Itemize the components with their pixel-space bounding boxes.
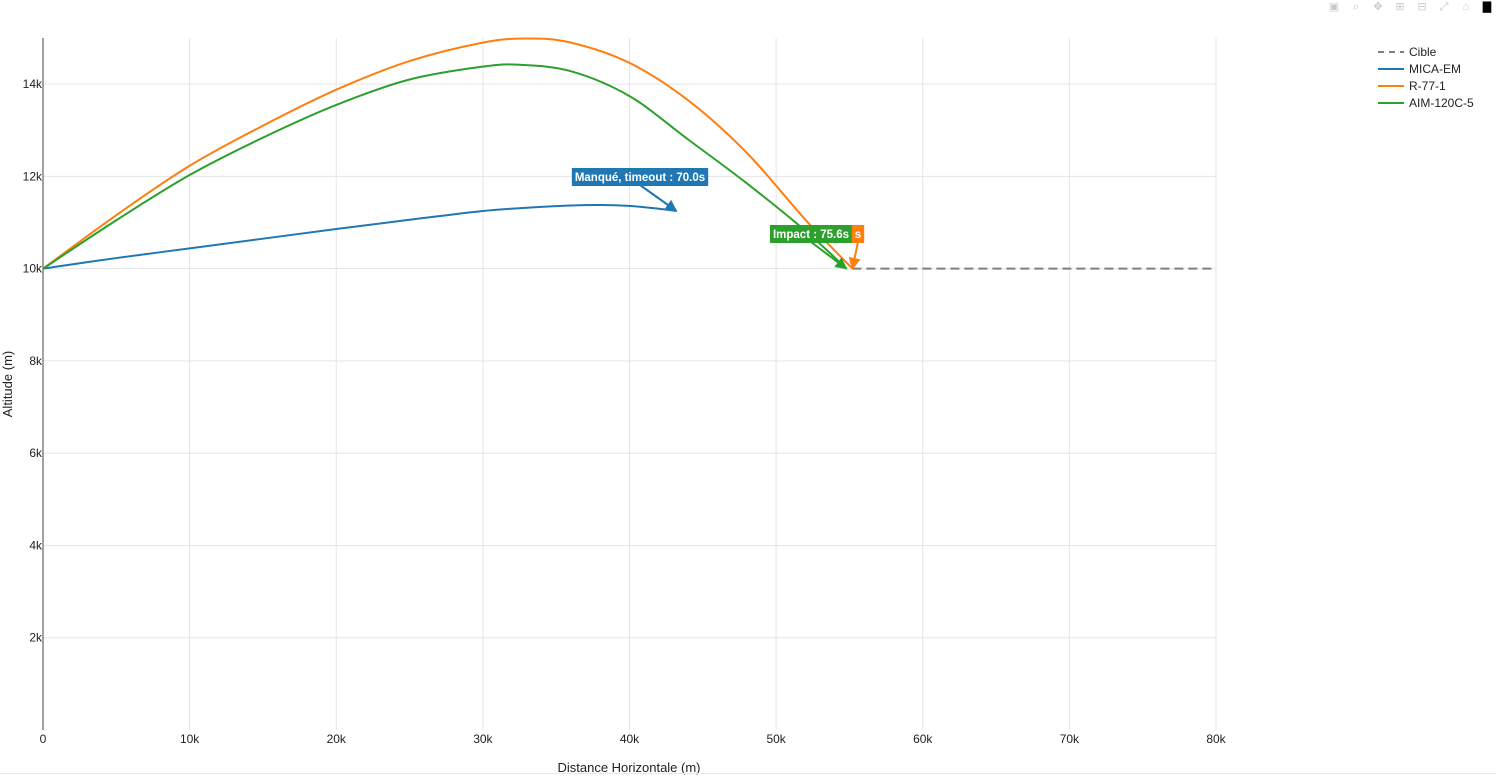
series[interactable]	[42, 37, 1216, 270]
legend[interactable]: Cible MICA-EM R-77-1 AIM-120C-5	[1378, 45, 1474, 110]
x-tick-label: 20k	[327, 732, 347, 746]
legend-item-cible[interactable]: Cible	[1378, 45, 1437, 59]
series-line-mica-em[interactable]	[42, 203, 677, 270]
annotation-box	[571, 168, 709, 186]
autoscale-icon[interactable]: ⤢	[1439, 1, 1449, 13]
annotation-r-77-1: s	[851, 225, 865, 243]
y-tick-label: 12k	[23, 169, 43, 183]
legend-label: R-77-1	[1409, 79, 1446, 93]
y-tick-label: 6k	[29, 446, 43, 460]
annotation-text: s	[855, 229, 861, 241]
annotation-arrow	[639, 184, 678, 212]
y-tick-label: 14k	[23, 77, 43, 91]
pan-icon[interactable]: ✥	[1373, 1, 1383, 13]
series-line-r-77-1[interactable]	[42, 37, 854, 270]
y-axis-title: Altitude (m)	[0, 351, 15, 417]
annotation-aim-120c-5: Impact : 75.6s	[769, 225, 853, 243]
annotation-arrow	[848, 241, 861, 270]
annotation-box	[769, 225, 853, 243]
zoom-icon[interactable]: ⌕	[1352, 1, 1360, 13]
y-tick-label: 4k	[29, 538, 43, 552]
x-axis-title: Distance Horizontale (m)	[557, 760, 700, 775]
series-line-aim-120c-5[interactable]	[42, 63, 848, 270]
annotation-arrow	[810, 241, 848, 270]
zoom-out-icon[interactable]: ⊟	[1417, 1, 1427, 13]
annotation-box	[851, 225, 865, 243]
legend-label: Cible	[1409, 45, 1437, 59]
legend-label: AIM-120C-5	[1409, 96, 1474, 110]
x-tick-label: 50k	[766, 732, 786, 746]
zoom-in-icon[interactable]: ⊞	[1395, 1, 1405, 13]
reset-axes-icon[interactable]: ⌂	[1462, 1, 1470, 13]
x-tick-label: 70k	[1060, 732, 1080, 746]
y-tick-label: 8k	[29, 354, 43, 368]
legend-label: MICA-EM	[1409, 62, 1461, 76]
x-tick-label: 0	[40, 732, 47, 746]
grid	[43, 38, 1217, 730]
annotation-text: Impact : 75.6s	[773, 229, 849, 241]
x-tick-label: 40k	[620, 732, 640, 746]
legend-item-aim-120c-5[interactable]: AIM-120C-5	[1378, 96, 1474, 110]
x-tick-label: 80k	[1206, 732, 1226, 746]
x-tick-label: 10k	[180, 732, 200, 746]
plotly-logo-icon[interactable]: ▇	[1482, 1, 1492, 13]
axes: 0 10k 20k 30k 40k 50k 60k 70k 80k 2k 4k 6k 8k 10k 12k 1…	[23, 38, 1227, 746]
divider	[0, 773, 1496, 774]
annotations: Manqué, timeout : 70.0s Impact : 75.6s s	[571, 168, 865, 270]
camera-icon[interactable]: ▣	[1328, 1, 1340, 13]
x-tick-label: 30k	[473, 732, 493, 746]
y-tick-label: 2k	[29, 631, 43, 645]
modebar-toolbar: ▣ ⌕ ✥ ⊞ ⊟ ⤢ ⌂ ▇	[1324, 0, 1496, 14]
annotation-text: Manqué, timeout : 70.0s	[575, 172, 705, 184]
annotation-mica-em: Manqué, timeout : 70.0s	[571, 168, 709, 186]
y-tick-label: 10k	[23, 262, 43, 276]
x-tick-label: 60k	[913, 732, 933, 746]
legend-item-mica-em[interactable]: MICA-EM	[1378, 62, 1461, 76]
legend-item-r-77-1[interactable]: R-77-1	[1378, 79, 1446, 93]
